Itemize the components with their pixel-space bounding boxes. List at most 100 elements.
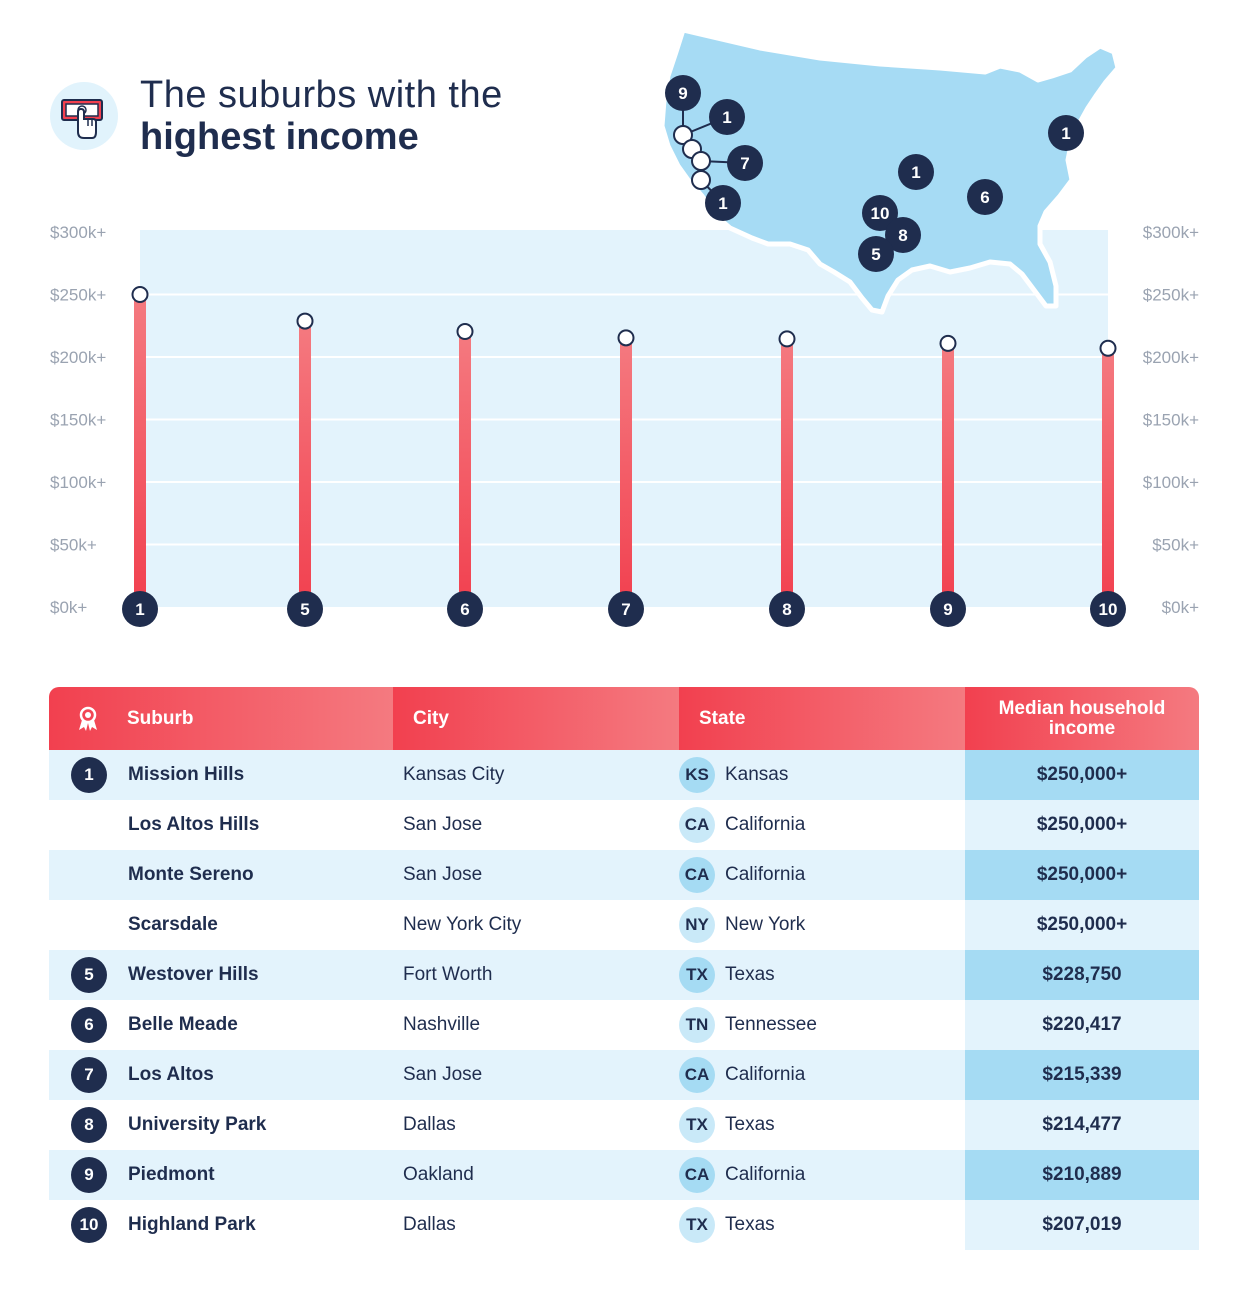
rank-badge: 6 xyxy=(447,591,483,627)
cell-city: San Jose xyxy=(403,1064,483,1085)
page-title: The suburbs with the highest income xyxy=(140,74,503,158)
map-marker: 1 xyxy=(709,99,745,135)
map-marker-label: 6 xyxy=(980,188,989,207)
state-name: Texas xyxy=(725,964,775,985)
cell-income: $250,000+ xyxy=(965,850,1199,900)
y-tick-label: $150k+ xyxy=(1143,411,1199,430)
map-marker-circle xyxy=(858,236,894,272)
lollipop-head xyxy=(456,322,474,340)
cell-income: $250,000+ xyxy=(965,900,1199,950)
cell-state: TX Texas xyxy=(679,1200,965,1250)
map-marker-label: 1 xyxy=(1061,124,1070,143)
rank-badge: 7 xyxy=(71,1057,107,1093)
rank-badge: 10 xyxy=(1090,591,1126,627)
map-marker-circle xyxy=(1048,115,1084,151)
map-marker-circle xyxy=(709,99,745,135)
cell-state: TX Texas xyxy=(679,1100,965,1150)
map-marker-circle xyxy=(898,154,934,190)
map-marker: 8 xyxy=(885,217,921,253)
lollipop-stem xyxy=(459,331,471,607)
map-marker-label: 10 xyxy=(871,204,890,223)
cell-state: CA California xyxy=(679,850,965,900)
map-marker-label: 9 xyxy=(678,84,687,103)
header-state-label: State xyxy=(699,707,746,729)
table-row: 1 Mission Hills Kansas City KS Kansas $250,00… xyxy=(49,750,1199,800)
rank-badge: 9 xyxy=(71,1157,107,1193)
rank-badge: 5 xyxy=(287,591,323,627)
rank-badge: 1 xyxy=(122,591,158,627)
lollipop-stem xyxy=(1102,348,1114,607)
map-marker-label: 5 xyxy=(871,245,880,264)
cell-city: Dallas xyxy=(403,1214,456,1235)
map-marker-label: 1 xyxy=(718,194,727,213)
cell-city: San Jose xyxy=(403,814,483,835)
y-tick-label: $0k+ xyxy=(1162,598,1199,617)
title-line-2: highest income xyxy=(140,116,419,158)
header-city: City xyxy=(393,687,679,750)
map-marker: 1 xyxy=(1048,115,1084,151)
lollipop-head xyxy=(1099,339,1117,357)
lollipop-head xyxy=(296,312,314,330)
y-axis-left: $0k+ $50k+ $100k+ $150k+ $200k+ $250k+ $300k+ xyxy=(50,223,106,617)
lollipop-head xyxy=(939,334,957,352)
map-marker-label: 1 xyxy=(911,163,920,182)
income-chart: $0k+$50k+$100k+$150k+$200k+$250k+$300k+ … xyxy=(50,30,1200,627)
cell-city: New York City xyxy=(403,914,522,935)
cell-state: NY New York xyxy=(679,900,965,950)
suburb-name: Mission Hills xyxy=(128,764,245,785)
suburb-name: Belle Meade xyxy=(128,1014,238,1035)
rank-badge-label: 6 xyxy=(460,600,469,619)
lollipop-head xyxy=(131,286,149,303)
y-tick-label: $200k+ xyxy=(50,348,106,367)
state-abbr-badge: CA xyxy=(679,807,715,843)
cell-income: $250,000+ xyxy=(965,800,1199,850)
table-row: 6 Belle Meade Nashville TN Tennessee $220,417 xyxy=(49,1000,1199,1050)
cell-state: CA California xyxy=(679,800,965,850)
map-marker-circle xyxy=(967,179,1003,215)
suburb-name: Los Altos Hills xyxy=(128,814,260,835)
table-row: 7 Los Altos San Jose CA California $215,339 xyxy=(49,1050,1199,1100)
cell-suburb: 5 Westover Hills xyxy=(49,950,393,1000)
state-name: Texas xyxy=(725,1114,775,1135)
cell-suburb: Scarsdale xyxy=(49,900,393,950)
suburb-name: University Park xyxy=(128,1114,267,1135)
cell-income: $215,339 xyxy=(965,1050,1199,1100)
y-tick-label: $100k+ xyxy=(1143,473,1199,492)
lollipop-stems xyxy=(134,294,1114,607)
map-marker: 10 xyxy=(862,195,898,231)
state-abbr-badge: TN xyxy=(679,1007,715,1043)
map-markers: 9 1 7 1 1 1 6 10 85 xyxy=(665,75,1084,272)
state-name: California xyxy=(725,1164,806,1185)
table-row: Los Altos Hills San Jose CA California $250,… xyxy=(49,800,1199,850)
rank-badge-label: 5 xyxy=(300,600,309,619)
rank-badge-circle xyxy=(447,591,483,627)
cell-state: TX Texas xyxy=(679,950,965,1000)
map-marker: 7 xyxy=(727,145,763,181)
y-tick-label: $50k+ xyxy=(50,536,97,555)
table-row: 10 Highland Park Dallas TX Texas $207,019 xyxy=(49,1200,1199,1250)
table-row: 8 University Park Dallas TX Texas $214,477 xyxy=(49,1100,1199,1150)
rank-badge-circle xyxy=(287,591,323,627)
y-tick-label: $300k+ xyxy=(1143,223,1199,242)
map-marker: 9 xyxy=(665,75,701,111)
cell-suburb: 6 Belle Meade xyxy=(49,1000,393,1050)
rank-badge: 7 xyxy=(608,591,644,627)
map-marker: 1 xyxy=(705,185,741,221)
state-abbr-badge: CA xyxy=(679,1157,715,1193)
cell-income: $214,477 xyxy=(965,1100,1199,1150)
state-abbr-badge: NY xyxy=(679,907,715,943)
award-icon xyxy=(77,706,99,738)
rank-badge-circle xyxy=(930,591,966,627)
cell-city: San Jose xyxy=(403,864,483,885)
y-tick-label: $50k+ xyxy=(1152,536,1199,555)
cell-suburb: Monte Sereno xyxy=(49,850,393,900)
map-marker: 1 xyxy=(898,154,934,190)
y-axis-right: $0k+ $50k+ $100k+ $150k+ $200k+ $250k+ $300k+ xyxy=(1143,223,1199,617)
map-marker: 5 xyxy=(858,236,894,272)
suburb-name: Scarsdale xyxy=(128,914,218,935)
suburb-name: Monte Sereno xyxy=(128,864,254,885)
rank-badge: 5 xyxy=(71,957,107,993)
state-name: Texas xyxy=(725,1214,775,1235)
cell-city: Fort Worth xyxy=(403,964,493,985)
cell-city: Dallas xyxy=(403,1114,456,1135)
